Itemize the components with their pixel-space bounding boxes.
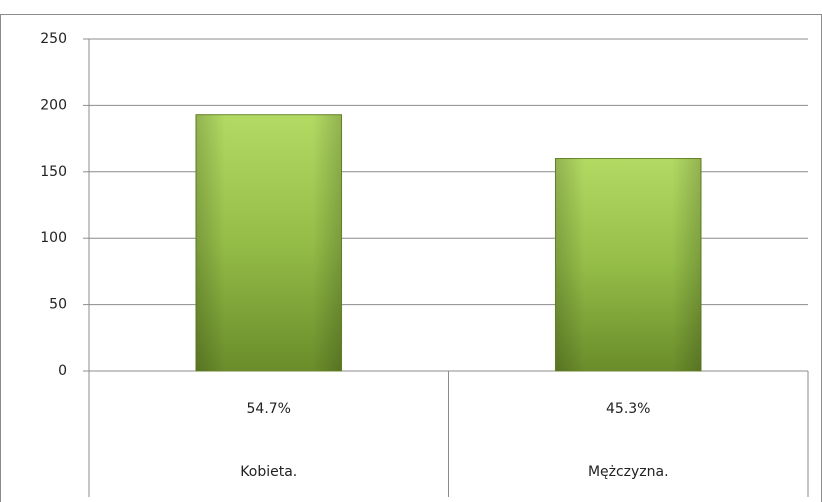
y-tick-label: 50 bbox=[49, 297, 67, 313]
bar-shading bbox=[555, 158, 702, 371]
percentage-label: 45.3% bbox=[606, 401, 650, 417]
x-tick-label: Kobieta. bbox=[240, 464, 297, 480]
y-tick-label: 150 bbox=[40, 164, 67, 180]
y-tick-label: 200 bbox=[40, 97, 67, 113]
x-tick-label: Mężczyzna. bbox=[588, 464, 669, 480]
y-tick-label: 0 bbox=[58, 363, 67, 379]
bar-shading bbox=[195, 114, 342, 372]
y-tick-label: 100 bbox=[40, 230, 67, 246]
y-tick-label: 250 bbox=[40, 31, 67, 47]
percentage-label: 54.7% bbox=[247, 401, 291, 417]
